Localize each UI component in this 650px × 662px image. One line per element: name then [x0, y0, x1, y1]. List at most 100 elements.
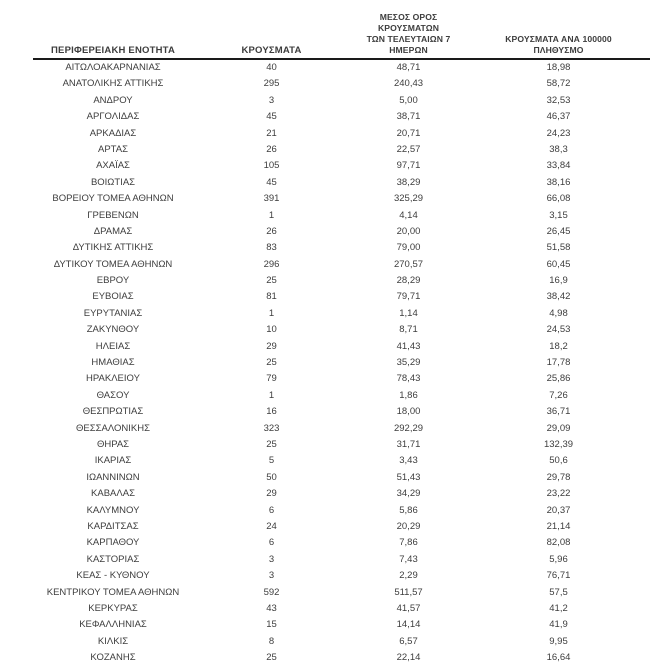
per100k-cell: 33,84 — [546, 160, 571, 172]
cases-cell: 26 — [266, 143, 277, 155]
cases-cell: 3 — [268, 570, 275, 582]
col-header-avg-7day-line1: ΜΕΣΟΣ ΟΡΟΣ ΚΡΟΥΣΜΑΤΩΝ — [377, 12, 440, 33]
table-row: ΑΝΔΡΟΥ 3 5,00 32,53 — [33, 93, 650, 109]
col-header-regional-unit: ΠΕΡΙΦΕΡΕΙΑΚΗ ΕΝΟΤΗΤΑ — [33, 12, 193, 60]
avg7-cell: 20,29 — [396, 520, 421, 532]
region-cell: ΑΧΑΪΑΣ — [96, 160, 130, 172]
per100k-cell: 50,6 — [549, 455, 568, 467]
table-row: ΑΧΑΪΑΣ 105 97,71 33,84 — [33, 158, 650, 174]
avg7-cell: 79,00 — [396, 242, 421, 254]
table-row: ΗΛΕΙΑΣ 29 41,43 18,2 — [33, 339, 650, 355]
region-cell: ΚΑΛΥΜΝΟΥ — [86, 504, 140, 516]
table-row: ΚΑΣΤΟΡΙΑΣ 3 7,43 5,96 — [33, 552, 650, 568]
avg7-cell: 38,71 — [396, 111, 421, 123]
avg7-cell: 31,71 — [396, 438, 421, 450]
avg7-cell: 8,71 — [399, 324, 418, 336]
avg7-cell: 6,57 — [399, 635, 418, 647]
region-cell: ΚΟΖΑΝΗΣ — [33, 650, 193, 662]
per100k-cell: 29,78 — [546, 471, 571, 483]
cases-cell: 1 — [268, 307, 275, 319]
col-header-regional-unit-label: ΠΕΡΙΦΕΡΕΙΑΚΗ ΕΝΟΤΗΤΑ — [50, 45, 176, 56]
cases-cell: 25 — [193, 650, 350, 662]
avg7-cell: 511,57 — [394, 586, 423, 598]
cases-cell: 26 — [266, 225, 277, 237]
per100k-cell: 82,08 — [546, 537, 571, 549]
cases-cell: 10 — [266, 324, 277, 336]
table-row: ΚΑΡΠΑΘΟΥ 6 7,86 82,08 — [33, 535, 650, 551]
region-cell: ΔΥΤΙΚΗΣ ΑΤΤΙΚΗΣ — [72, 242, 154, 254]
table-row: ΔΡΑΜΑΣ 26 20,00 26,45 — [33, 224, 650, 240]
table-row: ΚΙΛΚΙΣ 8 6,57 9,95 — [33, 634, 650, 650]
region-cell: ΑΝΔΡΟΥ — [93, 94, 133, 106]
per100k-cell: 57,5 — [549, 586, 568, 598]
cases-cell: 3 — [268, 94, 275, 106]
avg7-cell: 1,14 — [399, 307, 418, 319]
col-header-per-100k-line2: ΠΛΗΘΥΣΜΟ — [533, 45, 584, 55]
per100k-cell: 20,37 — [546, 504, 571, 516]
region-cell: ΕΥΡΥΤΑΝΙΑΣ — [83, 307, 143, 319]
per100k-cell: 132,39 — [543, 438, 574, 450]
region-cell: ΗΡΑΚΛΕΙΟΥ — [86, 373, 140, 385]
region-cell: ΒΟΙΩΤΙΑΣ — [90, 176, 136, 188]
region-cell: ΙΚΑΡΙΑΣ — [94, 455, 132, 467]
region-cell: ΚΕΦΑΛΛΗΝΙΑΣ — [79, 619, 147, 631]
cases-cell: 5 — [268, 455, 275, 467]
per100k-cell: 38,3 — [549, 143, 568, 155]
per100k-cell: 24,53 — [546, 324, 571, 336]
table-row: ΑΡΚΑΔΙΑΣ 21 20,71 24,23 — [33, 126, 650, 142]
col-header-avg-7day-line2: ΤΩΝ ΤΕΛΕΥΤΑΙΩΝ 7 ΗΜΕΡΩΝ — [366, 34, 451, 55]
region-cell: ΓΡΕΒΕΝΩΝ — [87, 209, 139, 221]
region-cell: ΒΟΡΕΙΟΥ ΤΟΜΕΑ ΑΘΗΝΩΝ — [52, 193, 174, 205]
col-header-cases: ΚΡΟΥΣΜΑΤΑ — [193, 12, 350, 60]
per100k-cell: 29,09 — [546, 422, 571, 434]
per100k-cell: 25,86 — [546, 373, 571, 385]
table-row: ΔΥΤΙΚΗΣ ΑΤΤΙΚΗΣ 83 79,00 51,58 — [33, 240, 650, 256]
per100k-cell: 66,08 — [546, 193, 571, 205]
table-row: ΑΙΤΩΛΟΑΚΑΡΝΑΝΙΑΣ 40 48,71 18,98 — [33, 59, 650, 76]
per100k-cell: 5,96 — [549, 553, 568, 565]
cases-cell: 29 — [266, 340, 277, 352]
region-cell: ΘΕΣΣΑΛΟΝΙΚΗΣ — [76, 422, 150, 434]
cases-cell: 25 — [266, 275, 277, 287]
cases-cell: 391 — [263, 193, 280, 205]
per100k-cell: 21,14 — [546, 520, 571, 532]
region-cell: ΚΕΝΤΡΙΚΟΥ ΤΟΜΕΑ ΑΘΗΝΩΝ — [46, 586, 180, 598]
region-cell: ΚΕΡΚΥΡΑΣ — [88, 602, 138, 614]
avg7-cell: 18,00 — [396, 406, 421, 418]
region-cell: ΔΥΤΙΚΟΥ ΤΟΜΕΑ ΑΘΗΝΩΝ — [53, 258, 173, 270]
cases-cell: 29 — [266, 488, 277, 500]
avg7-cell: 35,29 — [396, 357, 421, 369]
cases-cell: 105 — [263, 160, 280, 172]
table-row: ΚΕΑΣ - ΚΥΘΝΟΥ 3 2,29 76,71 — [33, 568, 650, 584]
header-row: ΠΕΡΙΦΕΡΕΙΑΚΗ ΕΝΟΤΗΤΑ ΚΡΟΥΣΜΑΤΑ ΜΕΣΟΣ ΟΡΟ… — [33, 12, 650, 60]
per100k-cell: 46,37 — [546, 111, 571, 123]
avg7-cell: 1,86 — [399, 389, 418, 401]
region-cell: ΘΑΣΟΥ — [96, 389, 130, 401]
per100k-cell: 17,78 — [546, 357, 571, 369]
cases-cell: 3 — [268, 553, 275, 565]
per100k-cell: 36,71 — [546, 406, 571, 418]
avg7-cell: 22,57 — [396, 143, 421, 155]
table-row: ΙΚΑΡΙΑΣ 5 3,43 50,6 — [33, 453, 650, 469]
cases-cell: 79 — [266, 373, 277, 385]
per100k-cell: 60,45 — [546, 258, 571, 270]
per100k-cell: 3,15 — [549, 209, 568, 221]
regional-cases-table: ΠΕΡΙΦΕΡΕΙΑΚΗ ΕΝΟΤΗΤΑ ΚΡΟΥΣΜΑΤΑ ΜΕΣΟΣ ΟΡΟ… — [33, 12, 650, 662]
cases-cell: 323 — [263, 422, 280, 434]
avg7-cell: 3,43 — [399, 455, 418, 467]
region-cell: ΚΑΡΠΑΘΟΥ — [86, 537, 140, 549]
per100k-cell: 9,95 — [549, 635, 568, 647]
region-cell: ΘΕΣΠΡΩΤΙΑΣ — [82, 406, 144, 418]
table-row: ΒΟΙΩΤΙΑΣ 45 38,29 38,16 — [33, 175, 650, 191]
cases-cell: 8 — [268, 635, 275, 647]
region-cell: ΚΑΡΔΙΤΣΑΣ — [87, 520, 139, 532]
table-row: ΙΩΑΝΝΙΝΩΝ 50 51,43 29,78 — [33, 470, 650, 486]
per100k-cell: 4,98 — [549, 307, 568, 319]
table-row: ΘΕΣΠΡΩΤΙΑΣ 16 18,00 36,71 — [33, 404, 650, 420]
region-cell: ΚΙΛΚΙΣ — [97, 635, 129, 647]
table-row: ΘΕΣΣΑΛΟΝΙΚΗΣ 323 292,29 29,09 — [33, 421, 650, 437]
cases-cell: 16 — [266, 406, 277, 418]
table-row: ΑΝΑΤΟΛΙΚΗΣ ΑΤΤΙΚΗΣ 295 240,43 58,72 — [33, 76, 650, 92]
table-row: ΚΟΖΑΝΗΣ 25 22,14 16,64 — [33, 650, 650, 662]
